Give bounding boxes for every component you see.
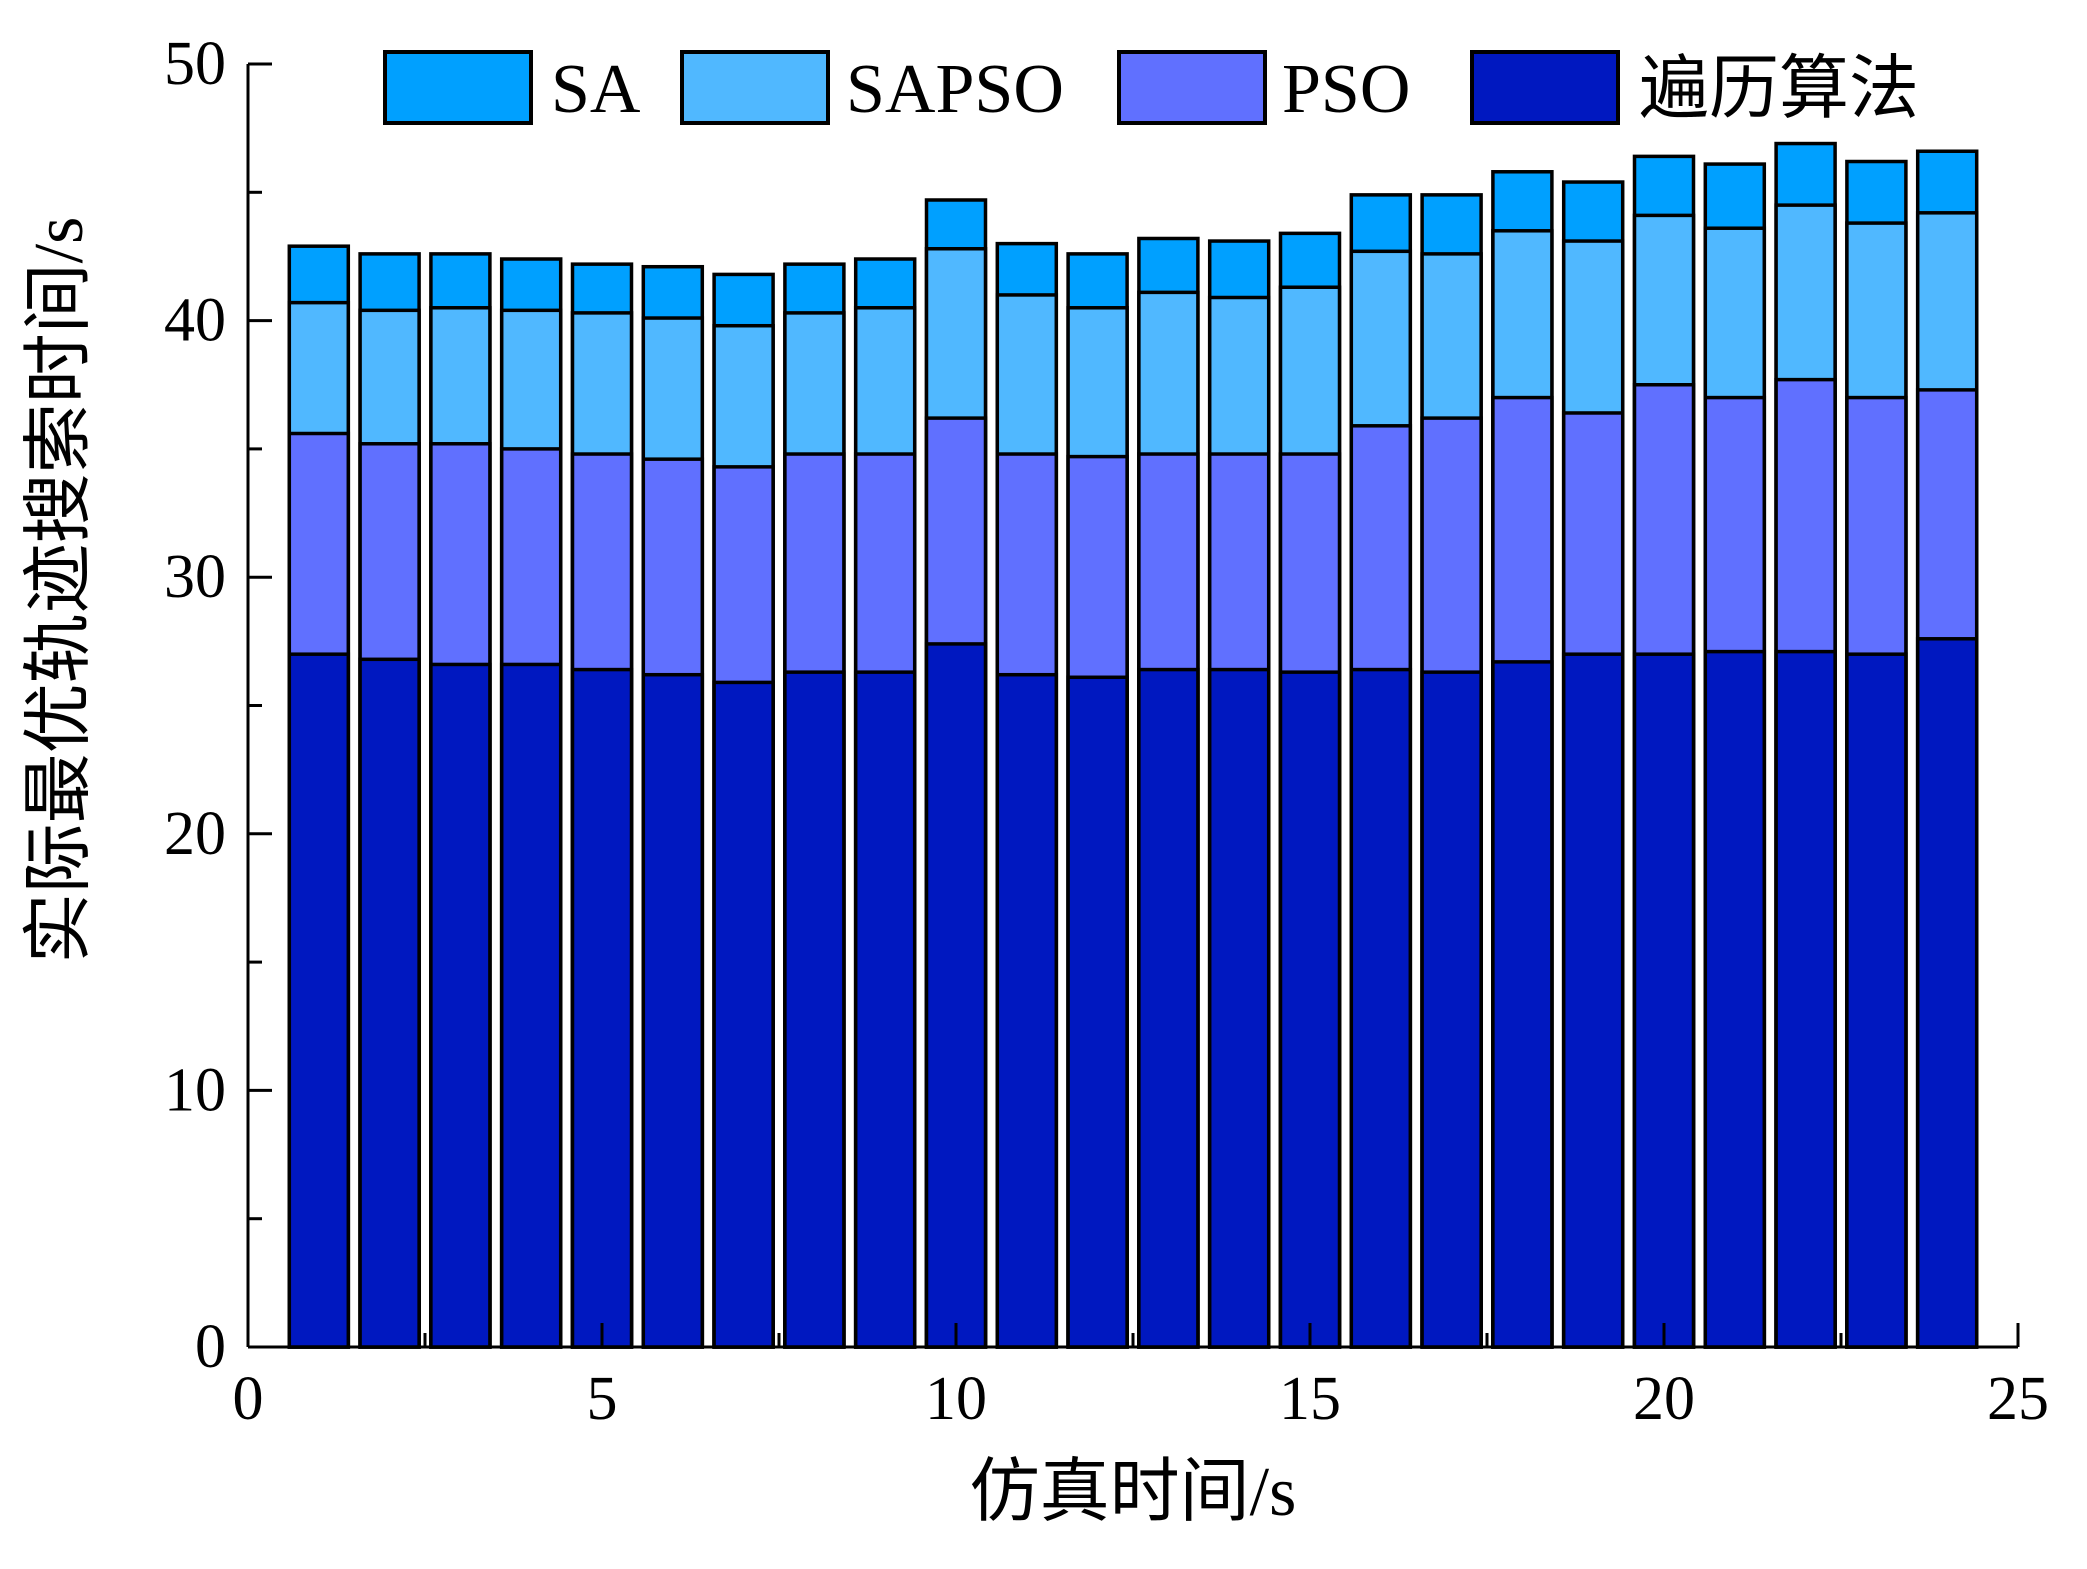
bar-遍历算法-12 xyxy=(1066,675,1129,1349)
bar-遍历算法-1 xyxy=(287,652,351,1349)
bar-遍历算法-24 xyxy=(1915,637,1979,1349)
y-tick-label: 10 xyxy=(164,1056,226,1124)
y-axis-label: 实际最优轨迹搜索时间/s xyxy=(21,217,98,964)
x-tick-label: 20 xyxy=(1633,1365,1695,1433)
bar-遍历算法-10 xyxy=(924,642,988,1349)
bar-遍历算法-11 xyxy=(995,672,1059,1349)
bar-遍历算法-16 xyxy=(1349,667,1413,1349)
legend-label-SAPSO: SAPSO xyxy=(846,51,1064,128)
x-tick-label: 5 xyxy=(587,1365,618,1433)
x-tick-label: 15 xyxy=(1279,1365,1341,1433)
bar-遍历算法-15 xyxy=(1278,670,1342,1349)
legend-swatch-遍历算法 xyxy=(1470,50,1620,125)
y-tick-label: 30 xyxy=(164,543,226,611)
bars-layer xyxy=(287,141,1979,1349)
bar-遍历算法-20 xyxy=(1632,652,1696,1349)
x-tick-label: 10 xyxy=(925,1365,987,1433)
bar-遍历算法-21 xyxy=(1703,649,1767,1349)
bar-遍历算法-4 xyxy=(499,662,563,1349)
bar-遍历算法-9 xyxy=(853,670,917,1349)
legend-label-遍历算法: 遍历算法 xyxy=(1639,51,1919,128)
x-tick-label: 0 xyxy=(233,1365,264,1433)
legend-label-PSO: PSO xyxy=(1282,51,1410,128)
axes: 0 10 20 30 40 50 0 5 10 15 20 25 xyxy=(164,30,2049,1433)
legend-swatch-SA xyxy=(383,50,533,125)
y-tick-label: 50 xyxy=(164,30,226,98)
legend: SA SAPSO PSO 遍历算法 xyxy=(383,50,1919,128)
bar-遍历算法-3 xyxy=(429,662,492,1349)
bar-遍历算法-13 xyxy=(1137,667,1200,1349)
bar-遍历算法-17 xyxy=(1420,670,1483,1349)
legend-swatch-SAPSO xyxy=(680,50,830,125)
legend-swatch-PSO xyxy=(1117,50,1267,125)
bar-遍历算法-5 xyxy=(570,667,634,1349)
bar-遍历算法-8 xyxy=(783,670,846,1349)
bar-遍历算法-2 xyxy=(358,657,421,1349)
bar-遍历算法-19 xyxy=(1561,652,1625,1349)
bar-遍历算法-18 xyxy=(1491,660,1554,1349)
bar-遍历算法-22 xyxy=(1774,649,1837,1349)
bar-遍历算法-14 xyxy=(1207,667,1271,1349)
bar-遍历算法-7 xyxy=(712,680,775,1349)
bar-遍历算法-23 xyxy=(1845,652,1908,1349)
bar-遍历算法-6 xyxy=(641,672,705,1349)
y-tick-label: 0 xyxy=(195,1313,226,1381)
y-tick-label: 20 xyxy=(164,800,226,868)
y-tick-label: 40 xyxy=(164,287,226,355)
x-tick-label: 25 xyxy=(1987,1365,2049,1433)
x-axis-label: 仿真时间/s xyxy=(970,1454,1297,1531)
legend-label-SA: SA xyxy=(551,51,641,128)
